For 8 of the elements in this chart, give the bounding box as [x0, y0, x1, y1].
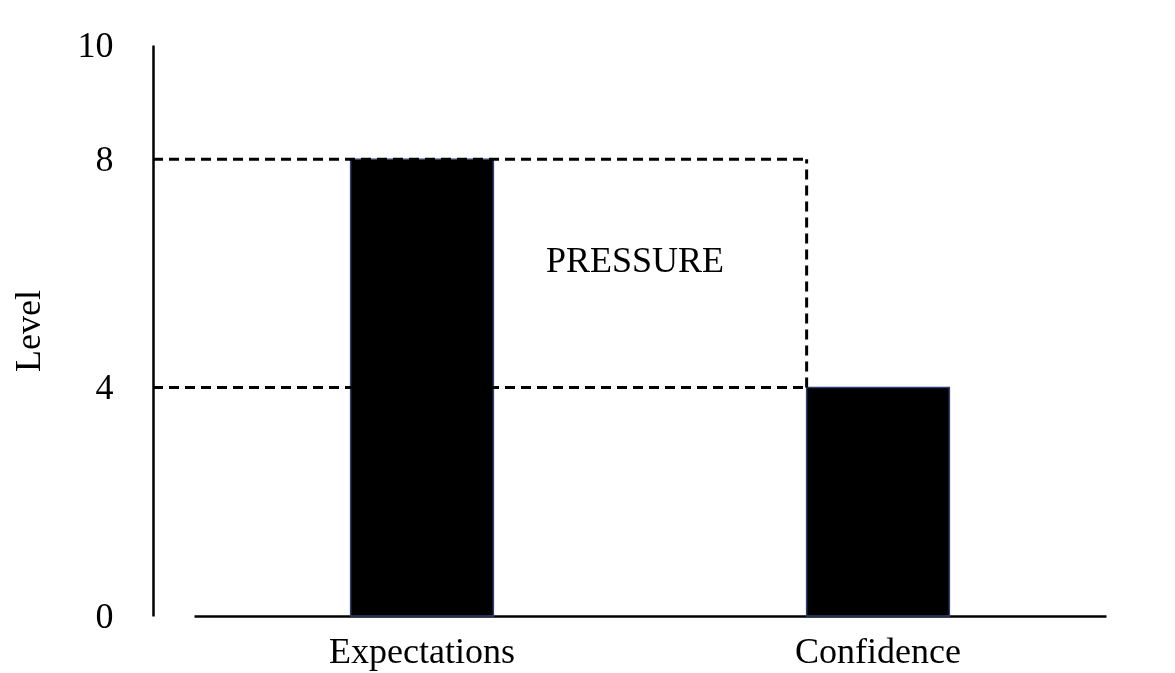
x-tick-label: Expectations [329, 630, 515, 671]
y-axis-title: Level [7, 290, 48, 372]
y-tick-label: 10 [77, 24, 114, 65]
y-tick-label: 4 [95, 367, 114, 408]
y-tick-label: 8 [95, 138, 114, 179]
x-tick-label: Confidence [795, 630, 961, 671]
annotation: PRESSURE [545, 240, 725, 281]
y-tick-label: 0 [95, 595, 114, 636]
